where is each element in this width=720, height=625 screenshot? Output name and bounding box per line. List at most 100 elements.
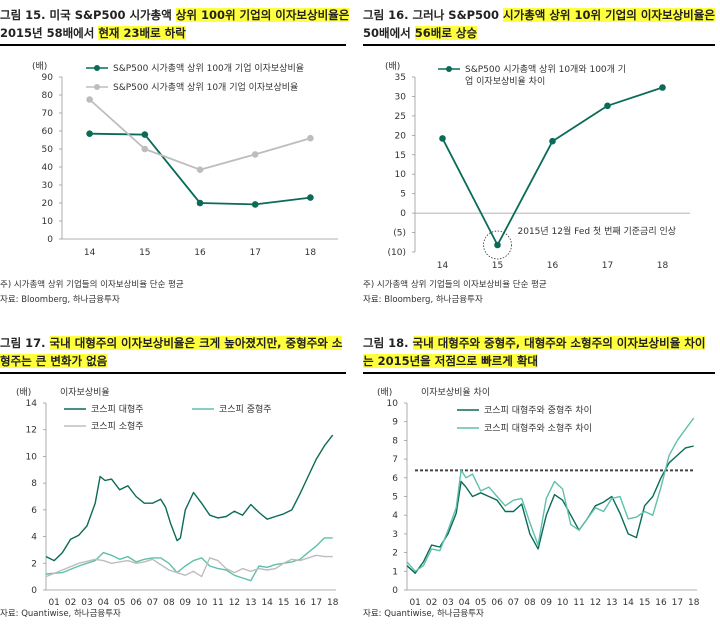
y-tick-label: 6	[31, 506, 37, 516]
series-1-point	[251, 201, 259, 208]
y-tick-label: 20	[395, 131, 407, 141]
figure-17-source: 자료: Quantiwise, 하나금융투자	[0, 609, 121, 619]
x-tick-label: 11	[573, 598, 584, 605]
y-tick-label: 40	[42, 163, 54, 173]
y-tick-label: 10	[395, 170, 407, 180]
y-tick-label: 12	[26, 426, 37, 436]
x-tick-label: 14	[261, 598, 273, 605]
x-tick-label: 09	[180, 598, 192, 605]
y-tick-label: 10	[42, 217, 54, 227]
y-tick-label: 10	[26, 452, 38, 462]
series-1-point	[439, 135, 446, 142]
y-tick-label: 15	[395, 151, 406, 161]
figure-15-source: 자료: Bloomberg, 하나금융투자	[0, 295, 120, 305]
y-tick-label: (5)	[393, 229, 406, 239]
y-tick-label: 14	[26, 399, 38, 409]
figure-17-title-line1: 그림 17. 국내 대형주의 이자보상비율은 크게 높아졌지만, 중형주와 소	[0, 336, 343, 350]
y-tick-label: 1	[392, 567, 398, 577]
figure-16-title-rule	[363, 44, 715, 46]
x-tick-label: 18	[305, 248, 317, 258]
series-1-point	[86, 130, 93, 137]
y-unit-label: (배)	[385, 61, 400, 72]
y-tick-label: 3	[392, 530, 398, 540]
y-tick-label: 4	[31, 533, 37, 543]
x-tick-label: 10	[196, 598, 208, 605]
legend-label-2: 코스피 대형주와 소형주 차이	[484, 422, 592, 434]
legend-marker-2	[94, 84, 100, 90]
y-tick-label: 80	[42, 91, 54, 101]
figure-17: 그림 17. 국내 대형주의 이자보상비율은 크게 높아졌지만, 중형주와 소 …	[0, 328, 350, 625]
legend-label-1: 코스피 대형주	[91, 404, 144, 415]
x-tick-label: 05	[475, 598, 486, 605]
figure-17-title-rule	[0, 372, 346, 374]
x-tick-label: 18	[688, 598, 700, 605]
figure-16-source: 자료: Bloomberg, 하나금융투자	[363, 295, 483, 305]
figure-15-title-rule	[0, 44, 346, 46]
y-tick-label: 50	[42, 145, 54, 155]
x-tick-label: 06	[491, 598, 503, 605]
series-2-point	[251, 151, 259, 158]
y-tick-label: 25	[395, 112, 406, 122]
x-tick-label: 14	[84, 248, 96, 258]
legend-label-3: 코스피 소형주	[91, 421, 144, 432]
legend-label-1: 코스피 대형주와 중형주 차이	[484, 404, 592, 416]
chart-16: (배) (10) (5) 0 5 10 15 20 25 30 35 14 15 16 17 18 S&P500…	[385, 61, 690, 271]
y-tick-label: 70	[42, 109, 54, 119]
x-tick-label: 14	[437, 261, 449, 271]
x-tick-label: 09	[541, 598, 553, 605]
series-1-line	[406, 445, 694, 574]
series-1-point	[494, 241, 501, 249]
figure-18: 그림 18. 국내 대형주와 중형주, 대형주와 소형주의 이자보상비율 차이 …	[363, 328, 720, 625]
x-tick-label: 02	[65, 598, 76, 605]
x-tick-label: 17	[672, 598, 683, 605]
x-tick-label: 17	[249, 248, 260, 258]
x-tick-label: 15	[278, 598, 289, 605]
series-1-line	[45, 434, 334, 562]
y-tick-label: 2	[392, 549, 398, 559]
y-tick-label: 6	[392, 474, 398, 484]
x-tick-label: 07	[508, 598, 519, 605]
x-tick-label: 17	[602, 261, 613, 271]
y-tick-label: 9	[392, 418, 398, 428]
annotation-circle	[483, 230, 512, 260]
series-1-point	[659, 84, 666, 91]
figure-15: 그림 15. 미국 S&P500 시가총액 상위 100위 기업의 이자보상비율…	[0, 0, 350, 310]
legend-marker-1	[446, 66, 452, 72]
x-tick-label: 05	[114, 598, 125, 605]
y-tick-label: 30	[42, 181, 54, 191]
y-unit-label: (배)	[377, 387, 392, 398]
figure-16: 그림 16. 그러나 S&P500 시가총액 상위 10위 기업의 이자보상비율…	[363, 0, 720, 310]
y-tick-label: 0	[31, 586, 37, 596]
figure-18-title-line1: 그림 18. 국내 대형주와 중형주, 대형주와 소형주의 이자보상비율 차이	[363, 336, 706, 350]
x-tick-label: 12	[229, 598, 240, 605]
legend-label-2: 코스피 중형주	[219, 404, 272, 415]
x-tick-label: 15	[639, 598, 650, 605]
legend-label-1: S&P500 시가총액 상위 100개 기업 이자보상비율	[113, 62, 304, 74]
figure-18-title-rule	[363, 372, 715, 374]
x-tick-label: 12	[590, 598, 601, 605]
figure-16-title-line1: 그림 16. 그러나 S&P500 시가총액 상위 10위 기업의 이자보상비율…	[363, 8, 715, 22]
y-tick-label: 10	[387, 399, 399, 409]
legend-label-1-cont: 업 이자보상비율 차이	[465, 75, 545, 87]
y-unit-label: (배)	[32, 61, 47, 72]
x-tick-label: 03	[81, 598, 92, 605]
x-tick-label: 14	[622, 598, 634, 605]
chart-sublabel: 이자보상비율 차이	[421, 386, 490, 398]
y-tick-label: 0	[392, 586, 398, 596]
y-tick-label: 5	[392, 493, 398, 503]
series-2-point	[196, 166, 204, 173]
series-2-point	[141, 145, 149, 153]
annotation-text: 2015년 12월 Fed 첫 번째 기준금리 인상	[518, 225, 677, 237]
y-unit-label: (배)	[16, 387, 31, 398]
chart-sublabel: 이자보상비율	[60, 387, 110, 398]
figure-18-source: 자료: Quantiwise, 하나금융투자	[363, 609, 484, 619]
x-tick-label: 16	[294, 598, 306, 605]
y-tick-label: 30	[395, 92, 407, 102]
figure-18-title-line2: 는 2015년을 저점으로 빠르게 확대	[363, 354, 538, 368]
series-1-point	[604, 102, 611, 110]
y-tick-label: 90	[42, 73, 54, 83]
series-2-point	[86, 96, 93, 103]
x-tick-label: 08	[163, 598, 175, 605]
legend-label-1: S&P500 시가총액 상위 10개와 100개 기	[465, 63, 626, 75]
legend-marker-1	[94, 65, 100, 71]
